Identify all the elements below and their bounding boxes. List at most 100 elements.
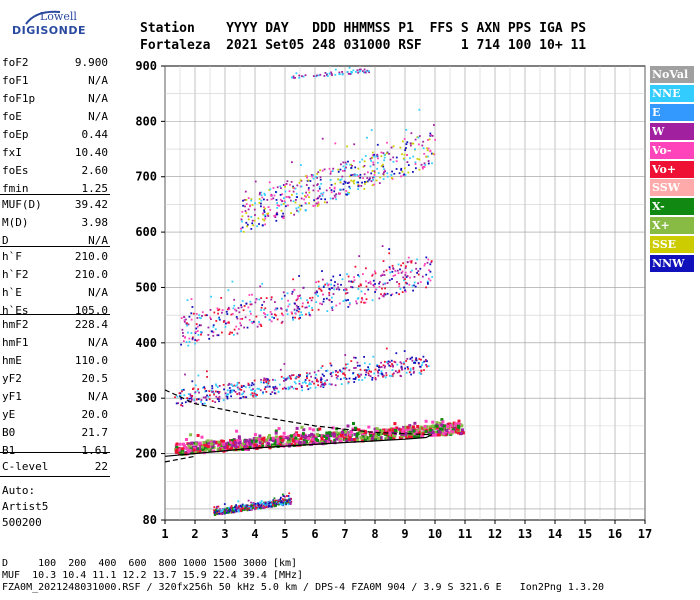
echo-point <box>409 369 412 372</box>
echo-point <box>296 309 298 312</box>
echo-point <box>428 425 432 429</box>
echo-point <box>225 394 228 396</box>
echo-point <box>317 280 320 283</box>
echo-point <box>185 438 188 441</box>
echo-point <box>418 371 421 374</box>
echo-point <box>207 442 211 446</box>
echo-point <box>264 223 266 226</box>
echo-point <box>403 362 405 365</box>
echo-point <box>198 450 202 454</box>
echo-point <box>229 509 232 512</box>
echo-point <box>457 419 461 423</box>
echo-point <box>319 288 322 291</box>
lowell-digisonde-logo: Lowell DIGISONDE <box>6 8 96 42</box>
echo-point <box>338 73 341 75</box>
echo-point <box>383 293 386 296</box>
echo-point <box>340 434 344 437</box>
x-tick-label: 11 <box>458 527 472 541</box>
echo-point <box>373 285 376 288</box>
echo-point <box>212 334 215 337</box>
param-value: 1.61 <box>81 444 109 457</box>
echo-point <box>284 379 287 381</box>
echo-point <box>226 444 230 448</box>
echo-point <box>330 170 332 173</box>
echo-point <box>345 299 348 302</box>
echo-point <box>283 363 286 365</box>
echo-point <box>286 500 289 502</box>
echo-point <box>377 371 380 374</box>
echo-point <box>282 202 285 205</box>
auto-scaling-line2: Artist5 <box>2 500 49 513</box>
echo-point <box>272 187 275 189</box>
echo-point <box>312 174 314 177</box>
echo-point <box>225 446 229 450</box>
echo-point <box>204 390 207 393</box>
echo-point <box>395 352 398 355</box>
echo-point <box>368 370 371 372</box>
echo-point <box>256 325 259 328</box>
echo-point <box>425 425 429 429</box>
echo-point <box>384 287 386 290</box>
echo-point <box>353 143 356 146</box>
echo-point <box>391 369 394 371</box>
echo-point <box>358 285 360 288</box>
echo-point <box>255 315 258 318</box>
echo-point <box>298 204 301 207</box>
echo-point <box>232 307 235 310</box>
echo-point <box>252 224 255 227</box>
echo-point <box>228 447 232 451</box>
echo-point <box>334 68 337 71</box>
echo-point <box>226 397 229 400</box>
x-tick-label: 14 <box>548 527 562 541</box>
echo-point <box>366 177 369 179</box>
echo-point <box>448 431 452 435</box>
echo-point <box>206 394 208 397</box>
echo-point <box>183 320 186 323</box>
echo-point <box>392 275 395 277</box>
echo-point <box>320 434 324 438</box>
echo-point <box>202 386 204 389</box>
echo-point <box>370 282 372 285</box>
param-row-hmf1: hmF1 N/A <box>2 336 108 350</box>
echo-point <box>292 200 295 203</box>
echo-point <box>412 429 416 433</box>
echo-point <box>300 204 303 207</box>
echo-point <box>206 376 208 378</box>
echo-point <box>390 294 392 297</box>
echo-point <box>268 189 271 191</box>
echo-point <box>311 428 315 432</box>
echo-point <box>188 340 191 343</box>
echo-point <box>365 280 367 283</box>
param-key: M(D) <box>2 216 29 229</box>
echo-point <box>418 158 421 161</box>
echo-point <box>389 268 391 270</box>
echo-point <box>358 161 361 163</box>
echo-point <box>203 386 206 388</box>
echo-point <box>358 379 360 381</box>
echo-point <box>407 427 411 431</box>
echo-point <box>408 435 411 439</box>
echo-point <box>304 202 307 204</box>
echo-point <box>204 396 207 399</box>
echo-point <box>385 374 388 377</box>
echo-point <box>233 304 236 307</box>
echo-point <box>311 380 314 383</box>
echo-point <box>257 502 259 505</box>
echo-point <box>352 378 355 380</box>
echo-point <box>459 432 463 435</box>
echo-point <box>338 288 341 291</box>
echo-point <box>245 396 248 399</box>
echo-point <box>214 328 217 331</box>
echo-point <box>215 509 217 512</box>
echo-point <box>354 367 357 369</box>
echo-point <box>404 367 406 370</box>
echo-point <box>334 142 337 145</box>
echo-point <box>355 181 358 184</box>
echo-point <box>214 401 217 403</box>
echo-point <box>196 447 200 451</box>
echo-point <box>277 499 280 502</box>
param-separator <box>0 194 110 195</box>
param-value: N/A <box>88 74 108 87</box>
param-key: C-level <box>2 460 49 473</box>
echo-point <box>333 288 335 291</box>
